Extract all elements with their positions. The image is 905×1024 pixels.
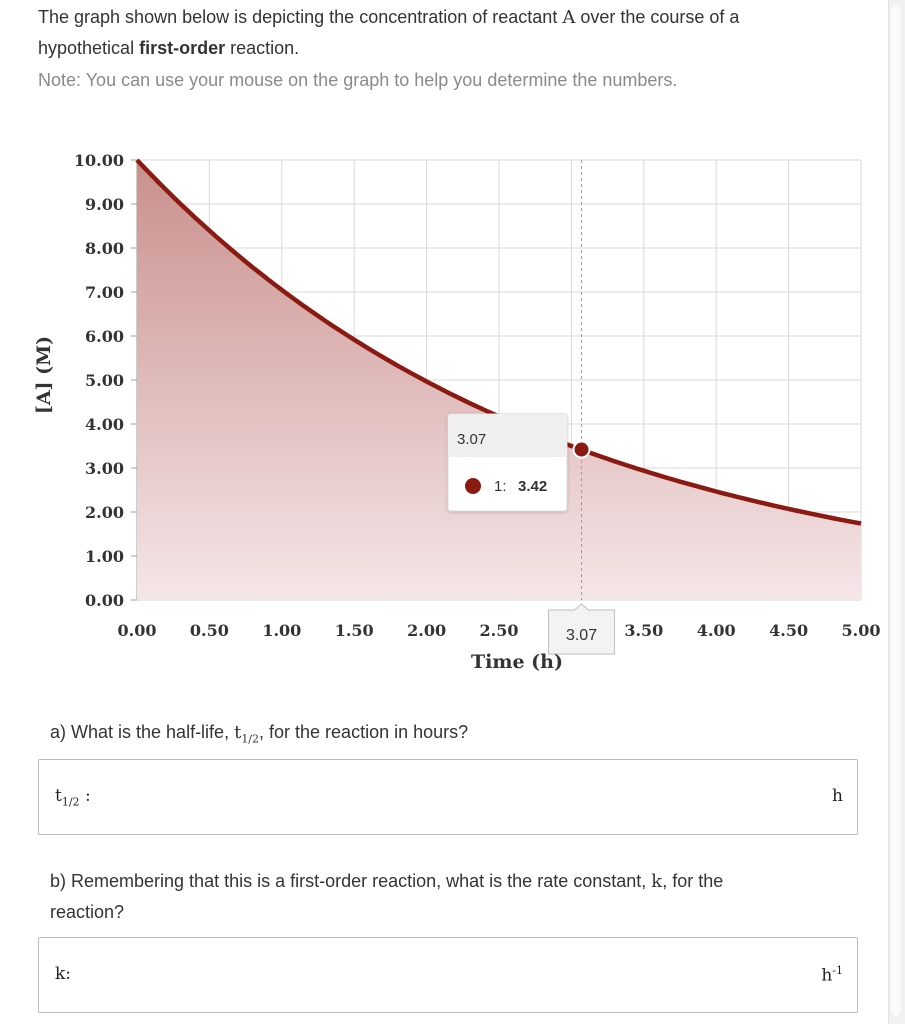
x-tick-label: 1.00 [262,621,301,640]
intro-bold-text: first-order [139,38,226,58]
rate-constant-unit: h-1 [821,964,843,986]
x-tick-label: 4.50 [769,621,808,640]
half-life-answer-box: t1/2 : h [38,759,858,835]
half-life-symbol: t [234,722,242,743]
rate-constant-unit-base: h [821,965,833,986]
x-tick-label: 1.50 [335,621,374,640]
x-tick-label: 3.50 [624,621,663,640]
tooltip-value: 3.42 [518,478,547,495]
y-tick-label: 10.00 [74,151,124,170]
half-life-label-subscript: 1/2 [61,795,80,809]
y-tick-label: 7.00 [85,283,124,302]
question-a-text: , for the reaction in hours? [259,722,469,742]
question-b-text: , for the [662,871,724,891]
y-tick-label: 5.00 [85,371,124,390]
crosshair-x-label: 3.07 [566,627,597,644]
tooltip-header [449,415,566,457]
area-fill [137,160,861,600]
intro-text: The graph shown below is depicting the c… [38,2,838,63]
half-life-label-symbol: t [55,786,62,806]
x-axis-title: Time (h) [471,651,563,673]
scrollbar-thumb[interactable] [891,6,901,1016]
note-text: Note: You can use your mouse on the grap… [38,70,678,90]
x-tick-label: 2.00 [407,621,446,640]
rate-constant-input-label: k: [55,964,72,984]
intro-text-part: reaction. [225,38,300,58]
half-life-input[interactable] [119,774,813,822]
y-axis-title: [A] (M) [33,336,55,414]
y-tick-label: 0.00 [85,591,124,610]
rate-constant-input[interactable] [119,952,813,1000]
half-life-input-label: t1/2 : [55,786,91,808]
y-tick-label: 2.00 [85,503,124,522]
half-life-unit: h [832,786,843,806]
y-tick-label: 4.00 [85,415,124,434]
tooltip-series-marker [465,478,481,494]
tooltip-x-label: 3.07 [457,431,486,448]
y-tick-label: 6.00 [85,327,124,346]
x-tick-label: 4.00 [697,621,736,640]
crosshair-label-badge [548,603,616,655]
tooltip-series-label: 1: [494,478,507,495]
intro-text-part: over the course of a [575,7,740,27]
half-life-label-colon: : [79,786,91,806]
rate-constant-answer-box: k: h-1 [38,937,858,1013]
intro-text-part: The graph shown below is depicting the c… [38,7,563,27]
hover-point[interactable] [572,440,591,459]
x-tick-label: 2.50 [480,621,519,640]
species-symbol: A [562,7,576,28]
rate-constant-unit-exponent: -1 [832,964,843,977]
intro-text-part: hypothetical [38,38,140,58]
concentration-chart[interactable]: 3.07 1: 3.42 0.00 1.00 2.00 3.00 4.00 5.00 6.00 7.… [20,140,888,680]
question-a: a) What is the half-life, t1/2, for the … [50,717,468,755]
question-b-text: b) Remembering that this is a first-orde… [50,871,652,891]
x-tick-label: 0.50 [190,621,229,640]
question-b: b) Remembering that this is a first-orde… [50,866,723,927]
y-tick-label: 1.00 [85,547,124,566]
half-life-subscript: 1/2 [241,732,260,746]
x-tick-label: 0.00 [118,621,157,640]
y-tick-label: 9.00 [85,195,124,214]
rate-constant-symbol: k [651,871,663,892]
y-tick-label: 8.00 [85,239,124,258]
x-tick-label: 5.00 [842,621,881,640]
y-tick-label: 3.00 [85,459,124,478]
question-a-text: a) What is the half-life, [50,722,235,742]
question-b-text: reaction? [50,902,125,922]
